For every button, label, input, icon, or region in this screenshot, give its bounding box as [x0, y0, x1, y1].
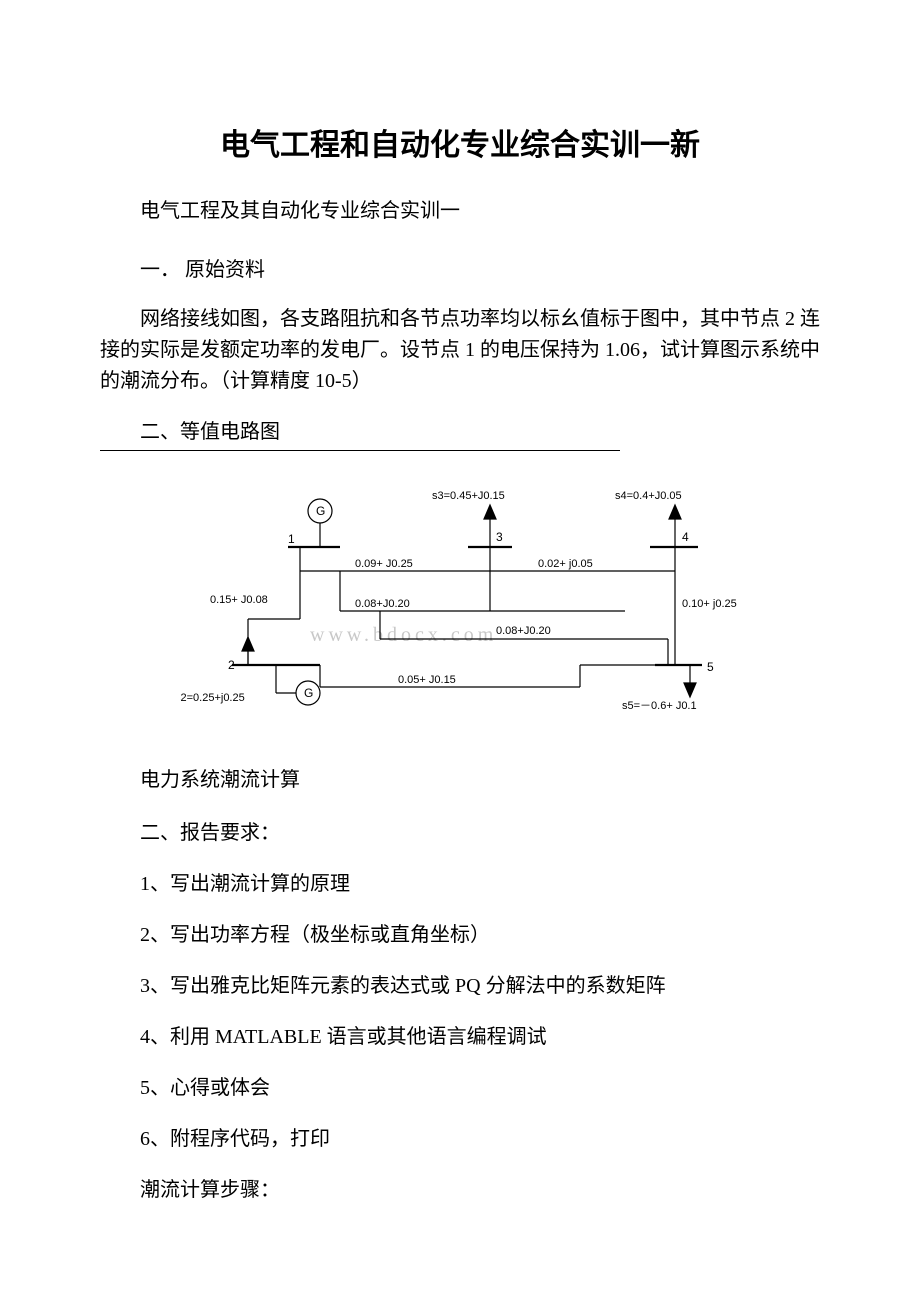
final-line: 潮流计算步骤：: [100, 1173, 820, 1202]
item-6: 6、附程序代码，打印: [100, 1122, 820, 1151]
section2-head: 二、等值电路图: [100, 415, 620, 451]
load-s3: s3=0.45+J0.15: [432, 490, 505, 502]
load-s4: s4=0.4+J0.05: [615, 490, 682, 502]
branch-3-5: 0.08+J0.20: [496, 625, 551, 637]
branch-1-3: 0.09+ J0.25: [355, 558, 413, 570]
node-5-label: 5: [707, 660, 714, 674]
item-4: 4、利用 MATLABLE 语言或其他语言编程调试: [100, 1020, 820, 1049]
load-s2: s2=0.25+j0.25: [180, 692, 245, 704]
node-3-label: 3: [496, 530, 503, 544]
node-2-label: 2: [228, 658, 235, 672]
section1-head: 一． 原始资料: [100, 253, 820, 282]
circuit-diagram: www.bdocx.com: [180, 479, 740, 739]
doc-title: 电气工程和自动化专业综合实训一新: [100, 120, 820, 164]
node-4-label: 4: [682, 530, 689, 544]
item-5: 5、心得或体会: [100, 1071, 820, 1100]
item-3: 3、写出雅克比矩阵元素的表达式或 PQ 分解法中的系数矩阵: [100, 969, 820, 998]
doc-subtitle: 电气工程及其自动化专业综合实训一: [100, 194, 820, 223]
item-2: 2、写出功率方程（极坐标或直角坐标）: [100, 918, 820, 947]
branch-3-4: 0.02+ j0.05: [538, 558, 593, 570]
branch-1-3b: 0.08+J0.20: [355, 598, 410, 610]
watermark-text: www.bdocx.com: [310, 624, 497, 646]
node-1-label: 1: [288, 532, 295, 546]
section3-head: 二、报告要求：: [100, 816, 820, 845]
branch-2-5: 0.05+ J0.15: [398, 674, 456, 686]
branch-4-5: 0.10+ j0.25: [682, 598, 737, 610]
gen-1-label: G: [316, 504, 325, 518]
branch-1-2: 0.15+ J0.08: [210, 594, 268, 606]
subtitle2: 电力系统潮流计算: [100, 763, 820, 792]
paragraph-1: 网络接线如图，各支路阻抗和各节点功率均以标幺值标于图中，其中节点 2 连接的实际…: [100, 304, 820, 397]
item-1: 1、写出潮流计算的原理: [100, 867, 820, 896]
gen-2-label: G: [304, 686, 313, 700]
load-s5: s5=－0.6+ J0.1: [622, 700, 697, 712]
